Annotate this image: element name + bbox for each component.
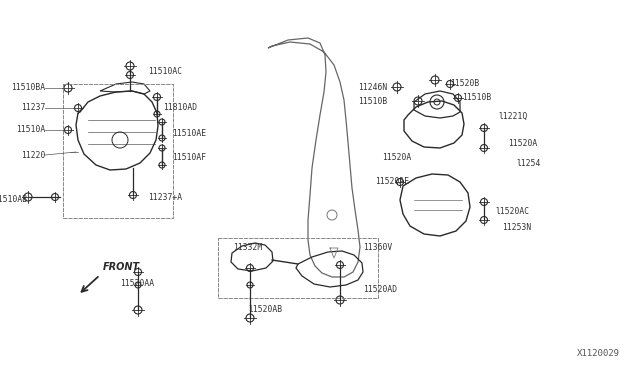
Text: FRONT: FRONT (103, 262, 140, 272)
Text: 11510BA: 11510BA (11, 83, 45, 93)
Text: 11510AF: 11510AF (172, 154, 206, 163)
Text: 11520AA: 11520AA (120, 279, 154, 288)
Text: 11510B: 11510B (462, 93, 492, 103)
Text: l1510AB: l1510AB (0, 196, 28, 205)
Text: l1520AB: l1520AB (248, 305, 282, 314)
Text: 11520A: 11520A (382, 153, 412, 161)
Text: 11520B: 11520B (450, 78, 479, 87)
Text: 11237+A: 11237+A (148, 193, 182, 202)
Text: 11246N: 11246N (358, 83, 387, 92)
Text: 11520AD: 11520AD (363, 285, 397, 295)
Text: X1120029: X1120029 (577, 349, 620, 358)
Text: l1254: l1254 (516, 160, 540, 169)
Text: l1520AC: l1520AC (495, 206, 529, 215)
Text: 11332M: 11332M (233, 243, 262, 251)
Text: 11520AE: 11520AE (375, 177, 409, 186)
Text: l1221Q: l1221Q (498, 112, 527, 121)
Text: 11510B: 11510B (358, 96, 387, 106)
Text: 11237: 11237 (20, 103, 45, 112)
Text: 11810AD: 11810AD (163, 103, 197, 112)
Text: 11510AE: 11510AE (172, 128, 206, 138)
Text: 11510AC: 11510AC (148, 67, 182, 77)
Text: 11220: 11220 (20, 151, 45, 160)
Text: 11510A: 11510A (16, 125, 45, 135)
Text: 11360V: 11360V (363, 243, 392, 251)
Text: 11253N: 11253N (502, 224, 531, 232)
Text: 11520A: 11520A (508, 138, 537, 148)
